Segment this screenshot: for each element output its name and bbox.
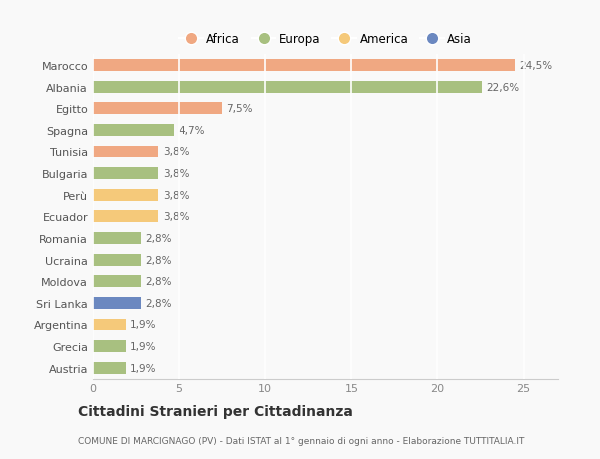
Bar [93,190,158,201]
Bar [93,168,158,179]
Text: 4,7%: 4,7% [178,126,205,135]
Text: 3,8%: 3,8% [163,169,189,179]
Bar [93,233,141,244]
Text: 1,9%: 1,9% [130,320,157,330]
Text: 3,8%: 3,8% [163,212,189,222]
Text: 2,8%: 2,8% [146,234,172,243]
Text: 3,8%: 3,8% [163,190,189,200]
Text: COMUNE DI MARCIGNAGO (PV) - Dati ISTAT al 1° gennaio di ogni anno - Elaborazione: COMUNE DI MARCIGNAGO (PV) - Dati ISTAT a… [78,436,524,445]
Bar [93,103,222,115]
Bar [93,254,141,266]
Bar [93,276,141,287]
Text: 3,8%: 3,8% [163,147,189,157]
Bar [93,82,482,93]
Bar [93,211,158,223]
Bar [93,146,158,158]
Bar [93,125,174,136]
Bar [93,362,126,374]
Text: 24,5%: 24,5% [519,61,553,71]
Bar [93,319,126,330]
Text: 22,6%: 22,6% [487,83,520,92]
Bar [93,60,515,72]
Text: 7,5%: 7,5% [226,104,253,114]
Text: 2,8%: 2,8% [146,277,172,286]
Bar [93,341,126,352]
Text: 1,9%: 1,9% [130,341,157,351]
Text: 1,9%: 1,9% [130,363,157,373]
Legend: Africa, Europa, America, Asia: Africa, Europa, America, Asia [175,28,476,51]
Bar [93,297,141,309]
Text: 2,8%: 2,8% [146,298,172,308]
Text: 2,8%: 2,8% [146,255,172,265]
Text: Cittadini Stranieri per Cittadinanza: Cittadini Stranieri per Cittadinanza [78,404,353,419]
